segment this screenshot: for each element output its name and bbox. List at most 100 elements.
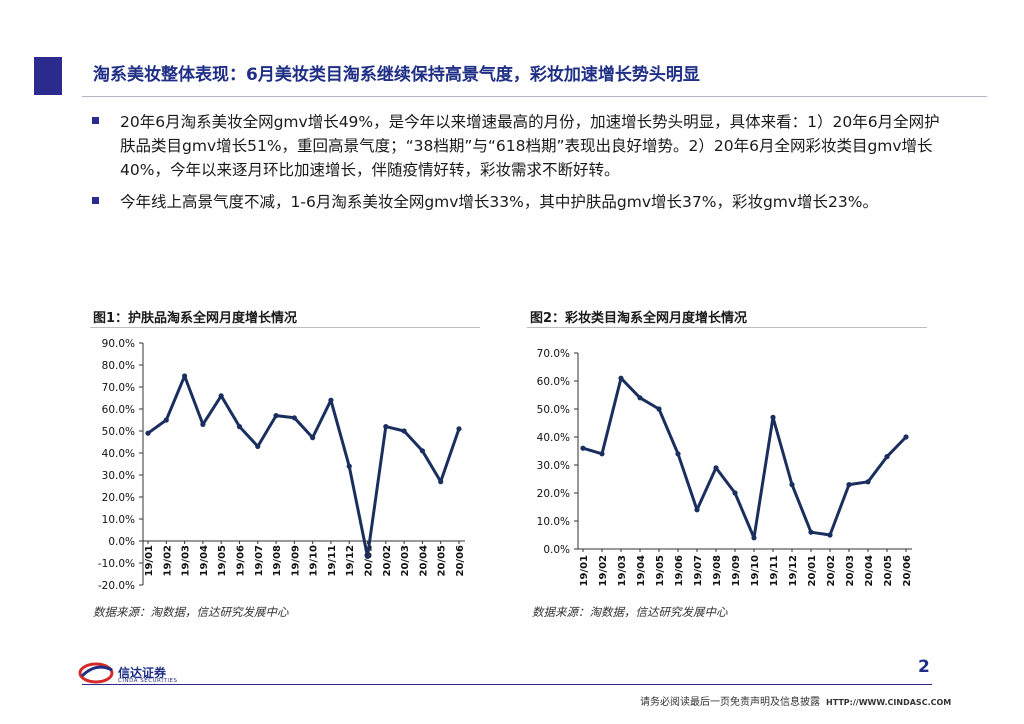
data-point	[580, 445, 586, 451]
x-tick-label: 20/02	[382, 545, 393, 577]
series-line	[582, 376, 908, 540]
x-tick-label: 19/04	[636, 555, 647, 587]
y-tick-label: 50.0%	[102, 426, 135, 438]
chart-makeup-growth: 70.0% 60.0% 50.0% 40.0% 30.0% 20.0% 10.0% 0.0% 1…	[537, 348, 913, 587]
x-tick-label: 19/08	[712, 555, 723, 587]
data-point	[713, 465, 719, 471]
y-tick-label: 60.0%	[537, 376, 570, 388]
data-point	[364, 553, 371, 559]
y-tick-label: 20.0%	[537, 488, 570, 500]
x-tick-label: 20/05	[883, 555, 894, 587]
bullet-square-icon	[92, 117, 99, 124]
header-accent-block	[34, 57, 62, 95]
data-point	[827, 532, 833, 538]
data-point	[770, 414, 776, 420]
x-tick-label: 19/06	[674, 555, 685, 587]
data-point	[346, 463, 352, 469]
x-tick-label: 20/03	[845, 555, 856, 587]
x-tick-label: 19/04	[199, 545, 210, 577]
x-tick-label: 19/06	[235, 545, 246, 577]
cinda-logo-icon	[78, 662, 114, 684]
data-point	[456, 426, 462, 432]
data-point	[218, 393, 224, 399]
x-tick-label: 19/01	[144, 545, 155, 577]
y-tick-label: 70.0%	[537, 348, 570, 360]
data-point	[637, 395, 643, 401]
bullet-text: 今年线上高景气度不减，1-6月淘系美妆全网gmv增长33%，其中护肤品gmv增长…	[120, 193, 879, 211]
x-tick-label: 19/07	[693, 555, 704, 587]
x-tick-label: 19/09	[731, 555, 742, 587]
data-point	[438, 479, 444, 485]
bullet-item: 今年线上高景气度不减，1-6月淘系美妆全网gmv增长33%，其中护肤品gmv增长…	[90, 190, 940, 214]
data-point	[181, 373, 188, 379]
footer-disclaimer: 请务必阅读最后一页免责声明及信息披露 HTTP://WWW.CINDASC.COM	[640, 693, 951, 708]
bullet-square-icon	[92, 197, 99, 204]
x-tick-label: 19/11	[769, 555, 780, 587]
x-tick-label: 19/05	[655, 555, 666, 587]
x-tick-label: 20/02	[826, 555, 837, 587]
data-point	[310, 435, 316, 441]
data-point	[383, 424, 389, 430]
x-tick-label: 19/03	[181, 545, 192, 577]
x-tick-label: 20/01	[807, 555, 818, 587]
y-tick-label: -20.0%	[98, 580, 135, 592]
x-tick-label: 19/07	[254, 545, 265, 577]
x-tick-label: 19/08	[272, 545, 283, 577]
y-tick-label: 40.0%	[537, 432, 570, 444]
x-tick-label: 20/03	[400, 545, 411, 577]
data-point	[884, 454, 890, 460]
data-point	[694, 507, 700, 513]
x-tick-label: 20/04	[418, 545, 429, 577]
y-tick-label: 30.0%	[102, 470, 135, 482]
series-line	[147, 374, 461, 558]
data-point	[675, 451, 681, 457]
page-title: 淘系美妆整体表现：6月美妆类目淘系继续保持高景气度，彩妆加速增长势头明显	[93, 65, 700, 85]
data-point	[291, 415, 297, 421]
chart-skincare-growth: 90.0% 80.0% 70.0% 60.0% 50.0% 40.0% 30.0% 20.0%…	[98, 338, 466, 592]
y-tick-label: 0.0%	[543, 544, 570, 556]
data-point	[846, 482, 852, 488]
y-tick-label: 20.0%	[102, 492, 135, 504]
data-point	[401, 428, 407, 434]
data-point	[255, 443, 261, 449]
x-tick-label: 20/05	[437, 545, 448, 577]
data-point	[808, 529, 814, 535]
data-point	[273, 413, 279, 419]
data-point	[236, 424, 243, 430]
y-tick-label: -10.0%	[98, 558, 135, 570]
y-tick-label: 40.0%	[102, 448, 135, 460]
data-point	[599, 451, 605, 457]
x-tick-label: 19/10	[750, 555, 761, 587]
bullet-text: 20年6月淘系美妆全网gmv增长49%，是今年以来增速最高的月份，加速增长势头明…	[120, 113, 940, 179]
data-point	[200, 421, 206, 427]
data-point	[328, 397, 334, 403]
logo-subtitle: CINDA SECURITIES	[118, 678, 178, 684]
data-point	[419, 448, 426, 454]
x-tick-label: 19/02	[162, 545, 173, 577]
y-tick-label: 60.0%	[102, 404, 135, 416]
x-tick-label: 19/01	[579, 555, 590, 587]
logo-name: 信达证券	[118, 666, 167, 680]
x-tick-label: 20/06	[455, 545, 466, 577]
y-tick-label: 30.0%	[537, 460, 570, 472]
title-divider	[82, 96, 987, 97]
bullet-item: 20年6月淘系美妆全网gmv增长49%，是今年以来增速最高的月份，加速增长势头明…	[90, 110, 940, 182]
x-tick-label: 19/03	[617, 555, 628, 587]
disclaimer-text: 请务必阅读最后一页免责声明及信息披露	[640, 697, 820, 708]
data-point	[732, 490, 738, 496]
x-tick-label: 19/12	[345, 545, 356, 577]
data-point	[656, 406, 662, 412]
x-tick-label: 19/12	[788, 555, 799, 587]
data-point	[163, 417, 169, 423]
x-tick-label: 19/11	[327, 545, 338, 577]
y-tick-label: 80.0%	[102, 360, 135, 372]
footer-divider	[82, 684, 932, 685]
bullet-list: 20年6月淘系美妆全网gmv增长49%，是今年以来增速最高的月份，加速增长势头明…	[90, 110, 940, 222]
data-point	[903, 434, 909, 440]
figure1-title: 图1：护肤品淘系全网月度增长情况	[93, 311, 298, 326]
figure2-title: 图2：彩妆类目淘系全网月度增长情况	[530, 311, 748, 326]
x-tick-label: 19/05	[217, 545, 228, 577]
x-tick-label: 19/09	[290, 545, 301, 577]
website-link[interactable]: HTTP://WWW.CINDASC.COM	[826, 698, 952, 707]
x-tick-label: 20/06	[902, 555, 913, 587]
